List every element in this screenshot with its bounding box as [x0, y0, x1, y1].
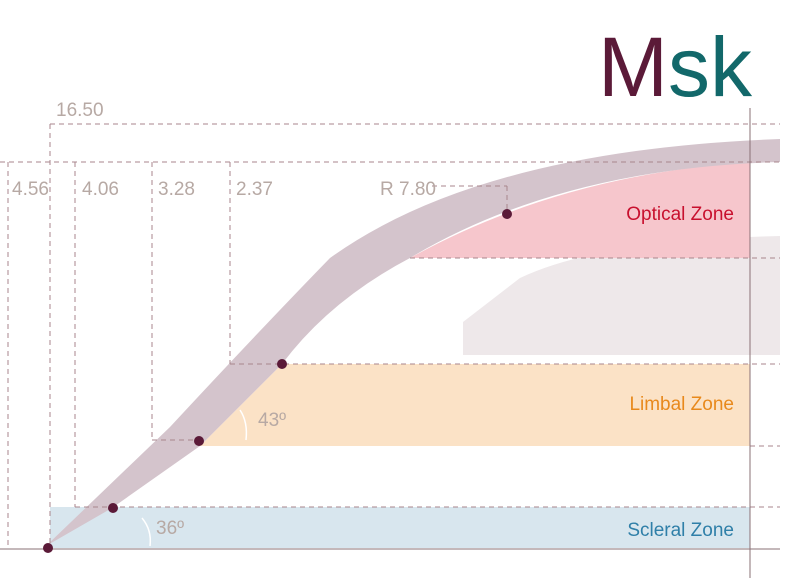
zone-label-scleral: Scleral Zone — [627, 520, 734, 541]
cornea-shape — [463, 236, 780, 355]
angle-arc-limbal — [239, 409, 248, 441]
dimension-d1: 4.56 — [12, 179, 49, 200]
point-scleral-landing — [108, 503, 118, 513]
brand-logo: Msk — [598, 20, 753, 114]
guide-lines — [0, 123, 780, 546]
dimension-d2: 4.06 — [82, 179, 119, 200]
logo-part-1: M — [598, 20, 668, 114]
point-optical-radius — [502, 209, 512, 219]
optical-zone-fill — [410, 162, 750, 258]
point-limbal-end — [277, 359, 287, 369]
limbal-zone-fill — [200, 364, 750, 446]
angle-arc-scleral — [141, 517, 152, 547]
dimension-radius: R 7.80 — [380, 179, 436, 200]
angle-label-limbal: 43º — [258, 410, 286, 431]
zone-label-optical: Optical Zone — [626, 204, 734, 225]
lens-profile — [46, 139, 780, 546]
point-scleral-edge — [43, 543, 53, 553]
dimension-d3: 3.28 — [158, 179, 195, 200]
dimension-d4: 2.37 — [236, 179, 273, 200]
point-limbal-start — [194, 436, 204, 446]
logo-part-2: sk — [668, 20, 753, 114]
scleral-zone-fill — [50, 507, 750, 548]
zone-label-limbal: Limbal Zone — [629, 394, 734, 415]
angle-label-scleral: 36º — [156, 518, 184, 539]
dimension-total: 16.50 — [56, 100, 104, 121]
